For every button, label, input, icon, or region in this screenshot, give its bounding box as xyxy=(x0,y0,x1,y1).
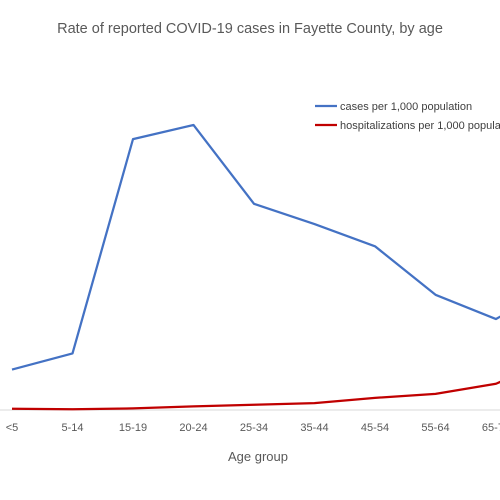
x-tick-labels: <5 5-14 15-19 20-24 25-34 35-44 45-54 55-64 65-7… xyxy=(6,422,500,434)
legend-label: cases per 1,000 population xyxy=(340,101,472,113)
x-tick-label: 25-34 xyxy=(240,422,268,434)
plot-area xyxy=(0,123,500,411)
series-line-1 xyxy=(11,380,500,411)
x-tick-label: 55-64 xyxy=(421,422,449,434)
x-tick-label: 20-24 xyxy=(179,422,207,434)
legend: cases per 1,000 population hospitalizatio… xyxy=(315,101,500,132)
x-tick-label: 15-19 xyxy=(119,422,147,434)
chart-title: Rate of reported COVID-19 cases in Fayet… xyxy=(57,21,443,37)
series-line-0 xyxy=(11,123,500,371)
legend-item: hospitalizations per 1,000 population xyxy=(315,120,500,132)
series-layer xyxy=(11,123,500,411)
legend-item: cases per 1,000 population xyxy=(315,101,472,113)
x-tick-label: 45-54 xyxy=(361,422,389,434)
x-tick-label: 65-74 xyxy=(482,422,500,434)
legend-label: hospitalizations per 1,000 population xyxy=(340,120,500,132)
x-tick-label: 5-14 xyxy=(61,422,83,434)
x-axis-title: Age group xyxy=(228,449,288,464)
x-tick-label: <5 xyxy=(6,422,19,434)
x-tick-label: 35-44 xyxy=(300,422,328,434)
